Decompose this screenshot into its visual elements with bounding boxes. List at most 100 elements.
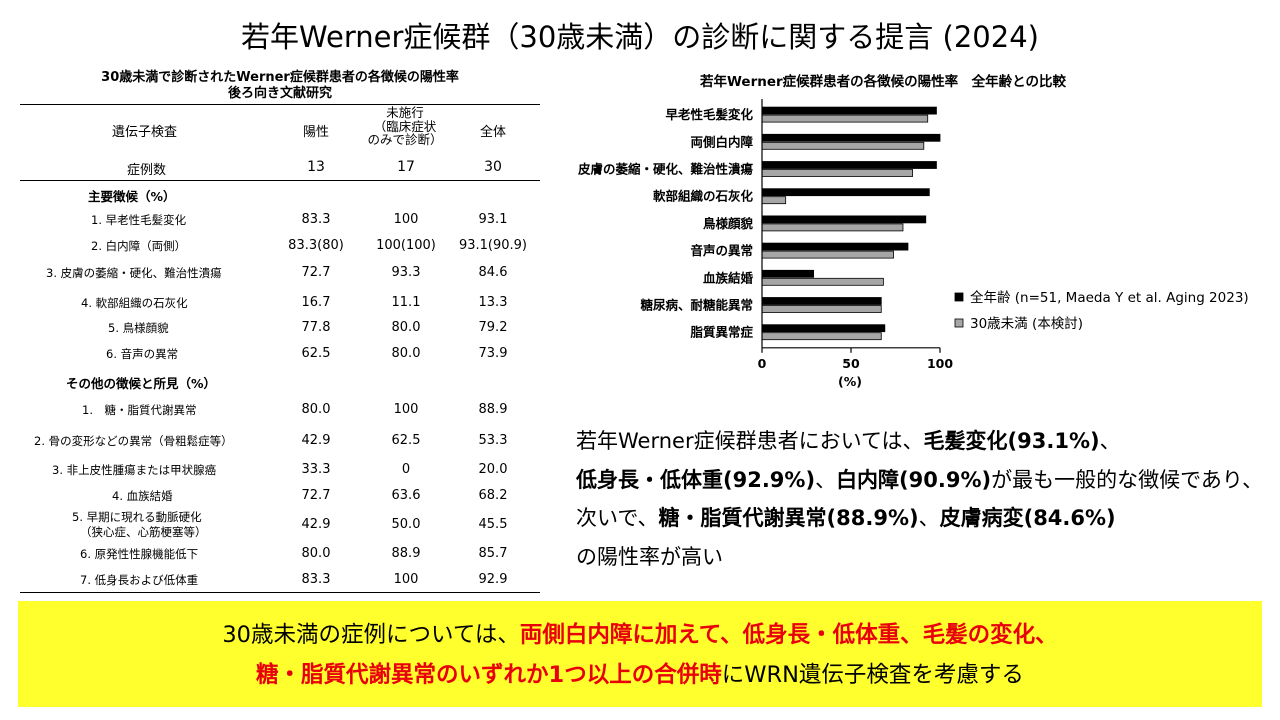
- section-major: 主要徴候（%）: [88, 189, 176, 204]
- table-row-total: 84.6: [478, 265, 508, 280]
- table-top-rule: [20, 104, 540, 105]
- table-row-total: 88.9: [478, 402, 508, 417]
- table-title: 30歳未満で診断されたWerner症候群患者の各徴候の陽性率: [101, 70, 459, 85]
- table-row-label: 2. 白内障（両側）: [91, 239, 187, 253]
- summary-text: 若年Werner症候群患者においては、毛髪変化(93.1%)、 低身長・低体重(9…: [576, 422, 1266, 576]
- summary-part: 、: [918, 506, 940, 530]
- table-row-untested: 63.6: [391, 488, 421, 503]
- page-title: 若年Werner症候群（30歳未満）の診断に関する提言 (2024): [241, 20, 1039, 54]
- table-subtitle: 後ろ向き文献研究: [227, 86, 332, 101]
- table-row-positive: 42.9: [301, 517, 331, 532]
- table-row-untested: 93.3: [391, 265, 421, 280]
- table-row-untested: 80.0: [391, 320, 421, 335]
- summary-highlight: 糖・脂質代謝異常(88.9%): [658, 506, 919, 530]
- category-label: 軟部組織の石灰化: [653, 189, 754, 204]
- bar-under-30: [761, 305, 882, 313]
- table-row-label-sub: （狭心症、心筋梗塞等）: [80, 525, 207, 539]
- category-label: 鳥様顔貌: [703, 216, 754, 231]
- table-row-positive: 80.0: [301, 546, 331, 561]
- section-other: その他の徴候と所見（%）: [66, 376, 217, 391]
- table-header-rule: [20, 180, 540, 181]
- bar-all-ages: [761, 269, 815, 278]
- table-row-label: 2. 骨の変形などの異常（骨粗鬆症等）: [34, 434, 233, 448]
- x-axis-label: (%): [838, 374, 862, 389]
- x-tick-label: 0: [758, 356, 767, 371]
- count-positive: 13: [307, 159, 325, 175]
- table-row-label: 3. 皮膚の萎縮・硬化、難治性潰瘍: [46, 266, 222, 280]
- table-row-total: 20.0: [478, 462, 508, 477]
- table-row-label: 6. 音声の異常: [106, 347, 179, 361]
- table-row-label: 1. 早老性毛髪変化: [91, 213, 187, 227]
- summary-part: 、: [815, 467, 837, 492]
- bar-all-ages: [761, 188, 930, 197]
- table-row-total: 45.5: [478, 517, 508, 532]
- table-row-positive: 16.7: [301, 295, 331, 310]
- header-label: 遺伝子検査: [112, 125, 178, 140]
- table-row-total: 93.1(90.9): [458, 238, 528, 253]
- summary-highlight: 白内障(90.9%): [836, 467, 992, 492]
- table-row-label: 1. 糖・脂質代謝異常: [82, 403, 197, 417]
- bar-all-ages: [761, 161, 937, 169]
- bar-under-30: [761, 114, 929, 123]
- summary-part: が最も一般的な徴候であり、次いで、: [576, 467, 1264, 531]
- bar-all-ages: [761, 106, 937, 115]
- bar-under-30: [761, 332, 882, 341]
- bar-all-ages: [761, 133, 941, 142]
- bar-under-30: [761, 196, 787, 205]
- table-row-total: 53.3: [478, 433, 508, 448]
- table-row-positive: 83.3: [301, 572, 331, 587]
- table-bottom-rule: [20, 592, 540, 593]
- table-row-untested: 100: [393, 212, 419, 227]
- category-label: 両側白内障: [690, 134, 753, 149]
- table-row-total: 93.1: [478, 212, 508, 227]
- header-total: 全体: [479, 125, 506, 140]
- banner-highlight: 糖・脂質代謝異常のいずれか1つ以上の合併時: [256, 662, 722, 688]
- category-label: 皮膚の萎縮・硬化、難治性潰瘍: [577, 162, 754, 177]
- bar-under-30: [761, 223, 904, 232]
- summary-highlight: 毛髪変化(93.1%): [923, 429, 1100, 453]
- x-tick-label: 100: [927, 356, 953, 371]
- table-row-label: 5. 早期に現れる動脈硬化: [72, 510, 202, 524]
- summary-part: 若年Werner症候群患者においては、: [576, 429, 924, 453]
- category-label: 血族結婚: [703, 270, 754, 285]
- summary-highlight: 皮膚病変(84.6%): [939, 506, 1116, 530]
- x-tick-label: 50: [842, 356, 860, 371]
- table-row-label: 5. 鳥様顔貌: [108, 321, 169, 335]
- bar-under-30: [761, 169, 913, 177]
- table-row-total: 79.2: [478, 320, 508, 335]
- table-row-untested: 11.1: [391, 295, 421, 310]
- category-label: 脂質異常症: [689, 325, 753, 340]
- header-positive: 陽性: [302, 125, 329, 140]
- bar-all-ages: [761, 297, 882, 305]
- chart-title: 若年Werner症候群患者の各徴候の陽性率 全年齢との比較: [700, 74, 1067, 90]
- table-row-untested: 50.0: [391, 517, 421, 532]
- table-row-untested: 80.0: [391, 346, 421, 361]
- table-row-label: 4. 血族結婚: [112, 489, 173, 503]
- table-row-untested: 100: [393, 572, 419, 587]
- table-row-positive: 80.0: [301, 402, 331, 417]
- header-untested-line2: （臨床症状: [373, 118, 437, 134]
- table-row-label: 7. 低身長および低体重: [80, 573, 199, 587]
- table-row-positive: 33.3: [301, 462, 331, 477]
- legend-swatch: [954, 318, 964, 328]
- banner-text: 30歳未満の症例については、: [222, 622, 520, 648]
- recommendation-banner: 30歳未満の症例については、両側白内障に加えて、低身長・低体重、毛髪の変化、 糖…: [18, 601, 1262, 707]
- table-row-total: 13.3: [478, 295, 508, 310]
- table-row-label: 3. 非上皮性腫瘍または甲状腺癌: [52, 463, 217, 477]
- summary-part: 、: [1099, 429, 1121, 453]
- table-row-total: 92.9: [478, 572, 508, 587]
- table-row-untested: 100(100): [376, 238, 436, 253]
- bar-under-30: [761, 141, 925, 150]
- bar-all-ages: [761, 324, 886, 333]
- table-row-positive: 83.3: [301, 212, 331, 227]
- legend-label: 全年齢 (n=51, Maeda Y et al. Aging 2023): [970, 289, 1249, 306]
- table-row-total: 68.2: [478, 488, 508, 503]
- bar-under-30: [761, 277, 884, 286]
- summary-part: の陽性率が高い: [576, 544, 723, 569]
- table-row-untested: 0: [401, 462, 411, 477]
- bar-all-ages: [761, 242, 909, 251]
- category-label: 早老性毛髪変化: [665, 107, 753, 122]
- header-untested: 未施行 （臨床症状 のみで診断）: [350, 106, 460, 147]
- table-row-positive: 72.7: [301, 488, 331, 503]
